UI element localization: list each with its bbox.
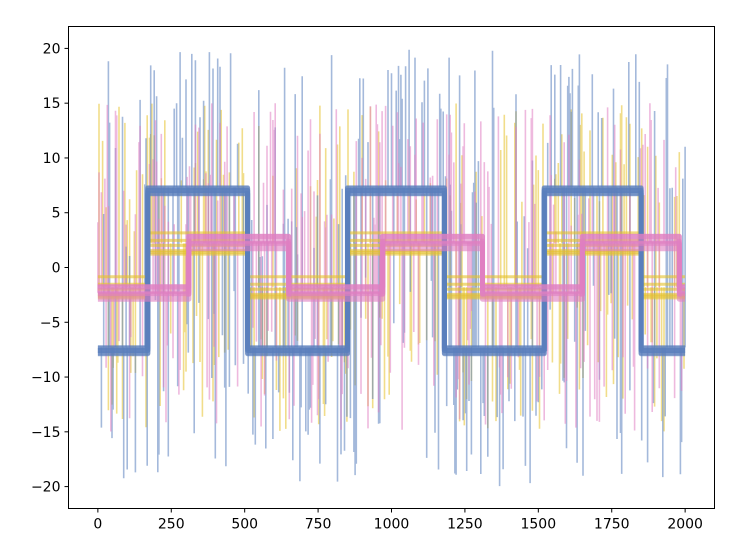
series-yellow-line — [97, 231, 686, 279]
x-tick-label: 250 — [158, 517, 185, 533]
series-blue-line — [97, 188, 686, 353]
series-layer — [97, 49, 686, 487]
series-blue-spikes — [100, 49, 686, 487]
y-tick-label: 10 — [43, 151, 61, 167]
series-pink-line — [97, 246, 686, 302]
x-axis: 0 250 500 750 1000 1250 1500 1750 2000 — [93, 508, 703, 533]
y-axis: −20 −15 −10 −5 0 5 10 15 20 — [31, 41, 69, 496]
y-tick-label: 5 — [52, 206, 61, 222]
x-tick-label: 500 — [231, 517, 258, 533]
x-tick-label: 0 — [93, 517, 102, 533]
y-tick-label: −20 — [31, 480, 61, 496]
x-tick-label: 1250 — [447, 517, 483, 533]
series-yellow-line — [97, 252, 686, 300]
x-tick-label: 750 — [305, 517, 332, 533]
series-pink-line — [97, 240, 686, 297]
series-yellow-line — [97, 250, 686, 298]
y-tick-label: −15 — [31, 425, 61, 441]
series-pink-line — [97, 234, 686, 290]
y-tick-label: 0 — [52, 261, 61, 277]
y-tick-label: 15 — [43, 96, 61, 112]
series-blue-line — [97, 191, 686, 357]
x-tick-label: 1750 — [594, 517, 630, 533]
series-blue-band — [97, 185, 686, 357]
y-tick-label: −5 — [40, 315, 61, 331]
x-tick-label: 1000 — [374, 517, 410, 533]
series-pink-band — [97, 233, 686, 302]
y-tick-label: −10 — [31, 370, 61, 386]
x-tick-label: 2000 — [667, 517, 703, 533]
y-tick-label: 20 — [43, 41, 61, 57]
series-blue-spike-path — [100, 49, 686, 487]
x-tick-label: 1500 — [520, 517, 556, 533]
